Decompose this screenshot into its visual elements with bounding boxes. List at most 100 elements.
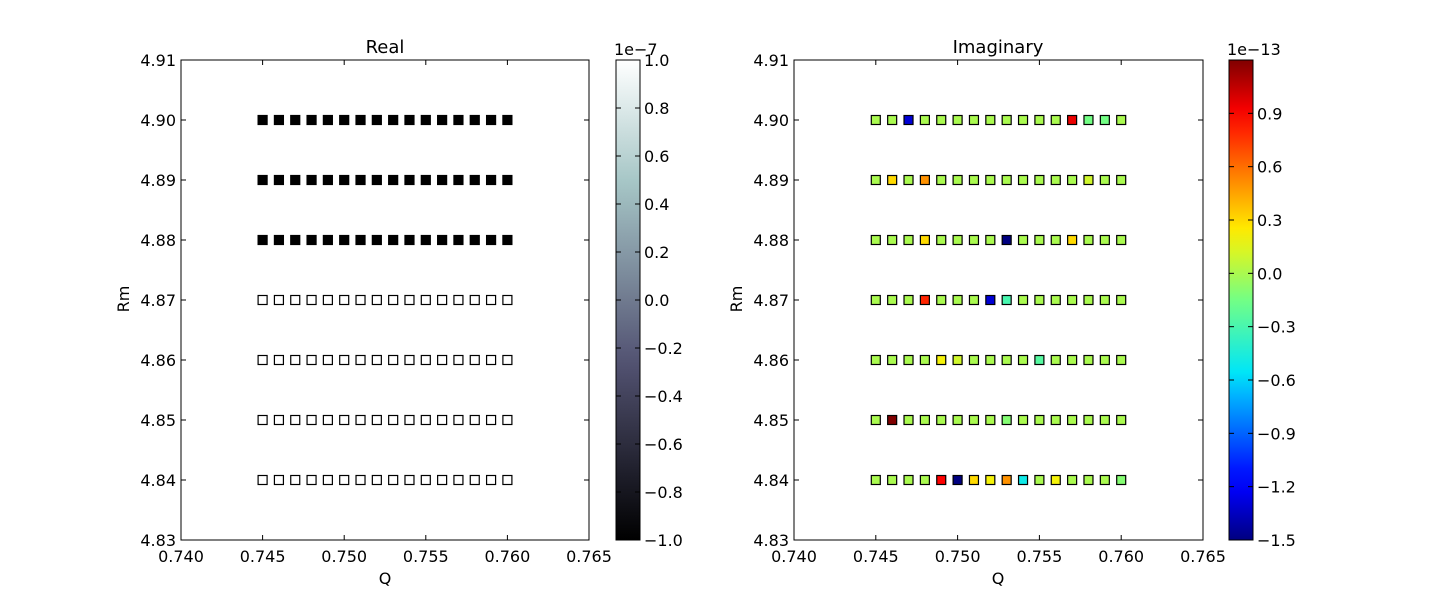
- data-point: [355, 414, 366, 426]
- data-point: [290, 174, 301, 186]
- data-point: [420, 234, 431, 246]
- colorbar-tick-label: −0.6: [644, 435, 683, 454]
- data-point: [306, 174, 317, 186]
- data-point: [502, 234, 513, 246]
- data-point: [339, 114, 350, 126]
- x-axis-label: Q: [992, 569, 1005, 588]
- data-point: [257, 234, 268, 246]
- data-point: [1050, 174, 1061, 186]
- data-point: [355, 354, 366, 366]
- data-point: [404, 114, 415, 126]
- data-point: [322, 174, 333, 186]
- data-point: [985, 234, 996, 246]
- y-tick-label: 4.90: [753, 111, 789, 130]
- colorbar-ticks: −1.5 −1.2 −0.9 −0.6 −0.3 0.0 0.3 0.6 0.9: [1229, 104, 1296, 550]
- data-point: [1017, 294, 1029, 306]
- y-axis-label: Rm: [727, 286, 746, 313]
- data-point: [453, 174, 464, 186]
- data-points: [870, 114, 1127, 486]
- data-point: [485, 474, 497, 486]
- data-point: [903, 414, 914, 426]
- data-point: [420, 114, 431, 126]
- data-point: [870, 174, 881, 186]
- data-point: [355, 114, 366, 126]
- x-tick-label: 0.760: [1098, 547, 1144, 566]
- data-point: [485, 354, 497, 366]
- data-point: [437, 234, 448, 246]
- data-point: [469, 234, 480, 246]
- y-tick-label: 4.83: [140, 531, 176, 550]
- panel-imaginary: Imaginary Q Rm 0.740 0.745 0.750 0.755 0.760…: [727, 37, 1296, 588]
- colorbar: 1e−13 −1.5 −1.2 −0.9 −0.6 −0.3 0.0 0.3 0.6 0.9: [1227, 40, 1296, 550]
- data-point: [322, 234, 333, 246]
- data-point: [1050, 354, 1061, 366]
- data-point: [887, 474, 898, 486]
- data-point: [968, 174, 980, 186]
- data-point: [273, 294, 285, 306]
- x-axis-label: Q: [379, 569, 392, 588]
- data-point: [453, 414, 464, 426]
- x-tick-label: 0.745: [240, 547, 286, 566]
- colorbar-tick-label: 0.4: [644, 195, 669, 214]
- data-point: [1034, 474, 1045, 486]
- data-point: [273, 234, 285, 246]
- data-point: [1017, 354, 1029, 366]
- data-point: [1050, 474, 1061, 486]
- data-point: [290, 474, 301, 486]
- data-point: [1067, 114, 1078, 126]
- data-point: [388, 114, 399, 126]
- data-point: [437, 354, 448, 366]
- data-point: [870, 294, 881, 306]
- data-point: [1034, 114, 1045, 126]
- data-point: [985, 414, 996, 426]
- data-point: [1050, 294, 1061, 306]
- data-point: [306, 234, 317, 246]
- data-point: [469, 114, 480, 126]
- x-tick-label: 0.750: [321, 547, 367, 566]
- y-tick-label: 4.87: [753, 291, 789, 310]
- data-point: [985, 114, 996, 126]
- data-point: [273, 414, 285, 426]
- data-point: [887, 354, 898, 366]
- colorbar-tick-label: 0.8: [644, 99, 669, 118]
- data-point: [936, 474, 947, 486]
- data-point: [371, 474, 382, 486]
- y-tick-label: 4.89: [140, 171, 176, 190]
- data-point: [388, 174, 399, 186]
- colorbar-tick-label: −1.2: [1257, 478, 1296, 497]
- data-point: [870, 234, 881, 246]
- data-point: [1050, 234, 1061, 246]
- data-point: [1099, 114, 1110, 126]
- data-point: [290, 234, 301, 246]
- data-point: [1034, 354, 1045, 366]
- data-point: [322, 414, 333, 426]
- data-point: [887, 234, 898, 246]
- data-point: [887, 114, 898, 126]
- data-point: [453, 234, 464, 246]
- data-point: [919, 474, 930, 486]
- data-point: [870, 414, 881, 426]
- data-point: [257, 174, 268, 186]
- data-point: [273, 354, 285, 366]
- data-point: [404, 354, 415, 366]
- colorbar-offset-label: 1e−13: [1227, 40, 1281, 59]
- data-point: [306, 474, 317, 486]
- data-point: [1001, 474, 1012, 486]
- data-point: [339, 354, 350, 366]
- data-point: [290, 294, 301, 306]
- colorbar-ticks: −1.0 −0.8 −0.6 −0.4 −0.2 0.0 0.2 0.4 0.6 0.8 1.0: [616, 51, 683, 550]
- data-point: [388, 294, 399, 306]
- data-point: [1083, 354, 1094, 366]
- data-point: [485, 114, 497, 126]
- data-point: [371, 354, 382, 366]
- data-point: [1099, 294, 1110, 306]
- y-axis-label: Rm: [114, 286, 133, 313]
- data-point: [1067, 414, 1078, 426]
- data-point: [936, 114, 947, 126]
- data-point: [437, 474, 448, 486]
- data-point: [952, 414, 963, 426]
- data-point: [1034, 234, 1045, 246]
- data-point: [1017, 114, 1029, 126]
- data-point: [485, 174, 497, 186]
- y-tick-label: 4.90: [140, 111, 176, 130]
